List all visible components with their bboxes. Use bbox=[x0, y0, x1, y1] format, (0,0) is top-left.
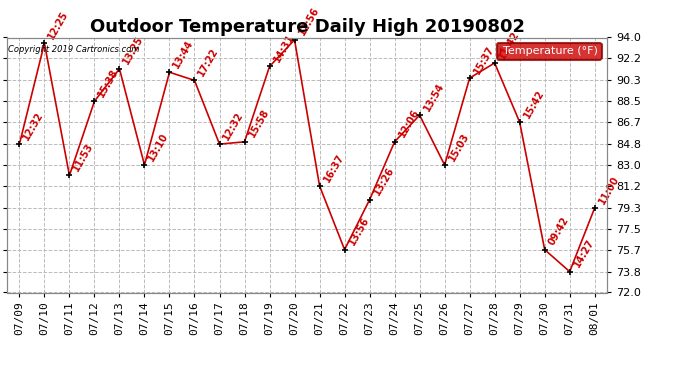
Text: 16:37: 16:37 bbox=[322, 152, 346, 183]
Text: 13:44: 13:44 bbox=[172, 38, 196, 70]
Text: 15:42: 15:42 bbox=[522, 88, 546, 120]
Text: 13:56: 13:56 bbox=[346, 216, 371, 247]
Text: 11:00: 11:00 bbox=[597, 174, 621, 206]
Text: 14:27: 14:27 bbox=[572, 237, 596, 269]
Title: Outdoor Temperature Daily High 20190802: Outdoor Temperature Daily High 20190802 bbox=[90, 18, 524, 36]
Text: 13:26: 13:26 bbox=[372, 166, 396, 198]
Text: 13:54: 13:54 bbox=[422, 81, 446, 113]
Text: 15:58: 15:58 bbox=[246, 108, 270, 140]
Text: 15:37: 15:37 bbox=[472, 44, 496, 76]
Text: 09:42: 09:42 bbox=[546, 216, 571, 247]
Legend: Temperature (°F): Temperature (°F) bbox=[497, 43, 602, 60]
Text: 13:25: 13:25 bbox=[121, 34, 146, 66]
Text: Copyright 2019 Cartronics.com: Copyright 2019 Cartronics.com bbox=[8, 45, 139, 54]
Text: 12:06: 12:06 bbox=[397, 108, 421, 140]
Text: 17:22: 17:22 bbox=[197, 46, 221, 78]
Text: 15:03: 15:03 bbox=[446, 131, 471, 163]
Text: 13:10: 13:10 bbox=[146, 131, 170, 163]
Text: 12:32: 12:32 bbox=[21, 110, 46, 142]
Text: 15:38: 15:38 bbox=[97, 67, 121, 99]
Text: 12:56: 12:56 bbox=[297, 6, 321, 38]
Text: 12:25: 12:25 bbox=[46, 9, 70, 41]
Text: 11:42: 11:42 bbox=[497, 29, 521, 61]
Text: 12:32: 12:32 bbox=[221, 110, 246, 142]
Text: 14:31: 14:31 bbox=[272, 32, 296, 64]
Text: 11:53: 11:53 bbox=[72, 141, 96, 173]
